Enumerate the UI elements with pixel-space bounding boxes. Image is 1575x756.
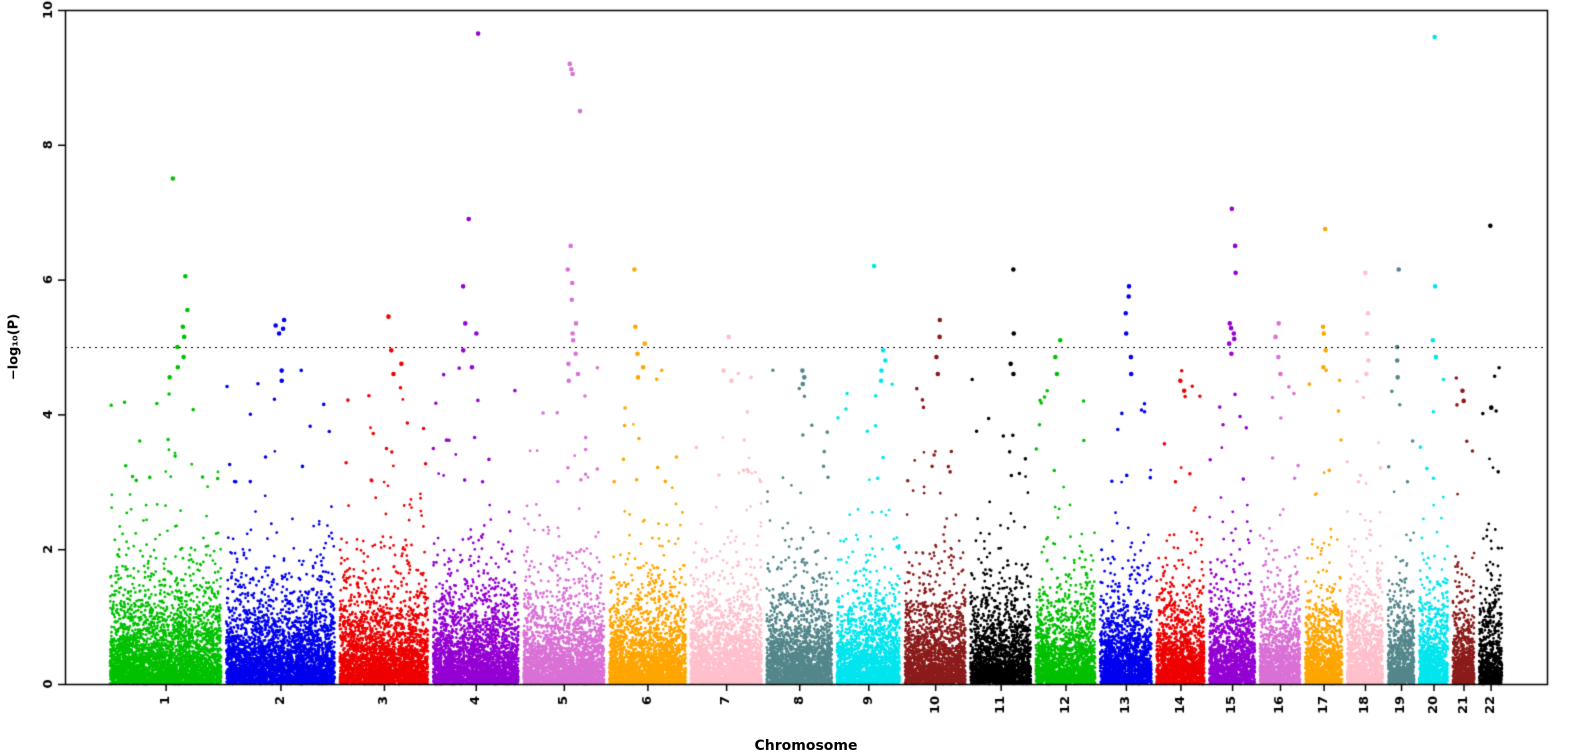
y-axis-label: −log₁₀(P) (6, 313, 22, 381)
x-axis-label: Chromosome (754, 738, 858, 754)
